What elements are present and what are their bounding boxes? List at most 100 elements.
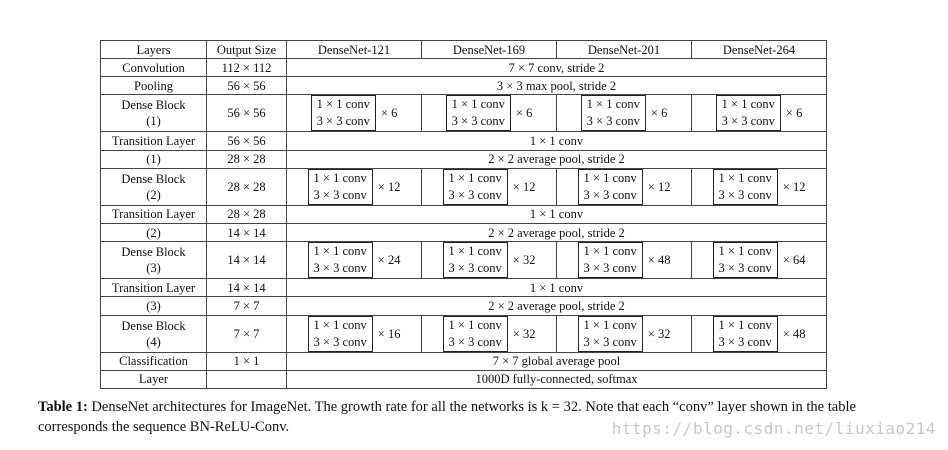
dense-block-config-cell: 1 × 1 conv 3 × 3 conv × 64 (691, 241, 827, 280)
dense-block-config-cell: 1 × 1 conv 3 × 3 conv × 6 (286, 94, 422, 133)
layer-name-cell: Transition Layer (100, 204, 207, 224)
conv-block: 1 × 1 conv 3 × 3 conv × 12 (442, 168, 535, 205)
conv-1x1-label: 1 × 1 conv (313, 317, 367, 332)
repeat-multiplier: × 24 (377, 253, 401, 268)
conv-block: 1 × 1 conv 3 × 3 conv × 12 (712, 168, 806, 205)
conv-block: 1 × 1 conv 3 × 3 conv × 6 (310, 95, 397, 132)
layer-name: Dense Block (121, 318, 186, 333)
conv-block: 1 × 1 conv 3 × 3 conv × 6 (580, 95, 668, 132)
conv-bracket: 1 × 1 conv 3 × 3 conv (307, 168, 373, 205)
layer-index: (2) (146, 187, 161, 202)
conv-1x1-label: 1 × 1 conv (721, 97, 775, 112)
conv-1x1-label: 1 × 1 conv (583, 244, 637, 259)
shared-config-cell: 1 × 1 conv (286, 131, 827, 151)
dense-block-config-cell: 1 × 1 conv 3 × 3 conv × 48 (556, 241, 692, 280)
repeat-multiplier: × 16 (377, 326, 401, 341)
conv-1x1-label: 1 × 1 conv (718, 244, 772, 259)
conv-bracket: 1 × 1 conv 3 × 3 conv (442, 315, 508, 352)
dense-block-config-cell: 1 × 1 conv 3 × 3 conv × 12 (421, 167, 557, 206)
repeat-multiplier: × 6 (650, 106, 668, 121)
conv-3x3-label: 3 × 3 conv (583, 187, 637, 202)
output-size-cell: 112 × 112 (206, 57, 287, 78)
conv-bracket: 1 × 1 conv 3 × 3 conv (715, 95, 781, 132)
conv-block: 1 × 1 conv 3 × 3 conv × 32 (442, 315, 535, 352)
conv-bracket: 1 × 1 conv 3 × 3 conv (310, 95, 376, 132)
table-header-row: Layers Output Size DenseNet-121 DenseNet… (100, 40, 827, 59)
conv-block: 1 × 1 conv 3 × 3 conv × 32 (577, 315, 670, 352)
table-caption: Table 1: DenseNet architectures for Imag… (38, 397, 918, 437)
shared-config-cell: 2 × 2 average pool, stride 2 (286, 222, 827, 243)
conv-bracket: 1 × 1 conv 3 × 3 conv (442, 242, 508, 279)
conv-block: 1 × 1 conv 3 × 3 conv × 48 (577, 242, 670, 279)
header-densenet-169: DenseNet-169 (421, 40, 557, 59)
output-size-cell: 14 × 14 (206, 278, 287, 298)
shared-config-cell: 1 × 1 conv (286, 204, 827, 224)
shared-config-cell: 7 × 7 global average pool (286, 351, 827, 371)
conv-3x3-label: 3 × 3 conv (721, 114, 775, 129)
dense-block-config-cell: 1 × 1 conv 3 × 3 conv × 12 (556, 167, 692, 206)
table-row: Layer 1000D fully-connected, softmax (100, 369, 827, 389)
conv-3x3-label: 3 × 3 conv (586, 114, 640, 129)
caption-label: Table 1: (38, 399, 88, 415)
conv-block: 1 × 1 conv 3 × 3 conv × 64 (712, 242, 805, 279)
layer-index-cell: (1) (100, 149, 207, 169)
output-size-cell: 7 × 7 (206, 314, 287, 353)
shared-config-cell: 2 × 2 average pool, stride 2 (286, 149, 827, 169)
conv-1x1-label: 1 × 1 conv (448, 317, 502, 332)
conv-3x3-label: 3 × 3 conv (718, 187, 772, 202)
table-row: Dense Block (3) 14 × 14 1 × 1 conv 3 × 3 con… (100, 241, 827, 280)
table-row: Dense Block (2) 28 × 28 1 × 1 conv 3 × 3 con… (100, 167, 827, 206)
conv-1x1-label: 1 × 1 conv (583, 170, 637, 185)
layer-name-cell: Pooling (100, 76, 207, 96)
layer-name: Dense Block (121, 245, 186, 260)
conv-block: 1 × 1 conv 3 × 3 conv × 16 (307, 315, 401, 352)
conv-1x1-label: 1 × 1 conv (448, 170, 502, 185)
conv-1x1-label: 1 × 1 conv (313, 244, 367, 259)
repeat-multiplier: × 32 (512, 253, 536, 268)
layer-index: (3) (146, 261, 161, 276)
conv-1x1-label: 1 × 1 conv (313, 170, 367, 185)
header-output-size: Output Size (206, 40, 287, 59)
conv-1x1-label: 1 × 1 conv (316, 97, 370, 112)
conv-1x1-label: 1 × 1 conv (583, 317, 637, 332)
layer-index-cell: (2) (100, 222, 207, 243)
output-size-cell: 28 × 28 (206, 167, 287, 206)
layer-index: (1) (146, 114, 161, 129)
dense-block-config-cell: 1 × 1 conv 3 × 3 conv × 6 (421, 94, 557, 133)
repeat-multiplier: × 12 (782, 179, 806, 194)
conv-block: 1 × 1 conv 3 × 3 conv × 6 (445, 95, 532, 132)
dense-block-config-cell: 1 × 1 conv 3 × 3 conv × 16 (286, 314, 422, 353)
conv-block: 1 × 1 conv 3 × 3 conv × 48 (712, 315, 806, 352)
conv-bracket: 1 × 1 conv 3 × 3 conv (580, 95, 646, 132)
conv-3x3-label: 3 × 3 conv (313, 187, 367, 202)
repeat-multiplier: × 6 (785, 106, 803, 121)
conv-block: 1 × 1 conv 3 × 3 conv × 12 (307, 168, 400, 205)
output-size-cell: 14 × 14 (206, 222, 287, 243)
output-size-cell: 1 × 1 (206, 351, 287, 371)
layer-name-cell: Dense Block (4) (100, 314, 207, 353)
table-row: Transition Layer 28 × 28 1 × 1 conv (100, 204, 827, 224)
layer-name: Dense Block (121, 98, 186, 113)
dense-block-config-cell: 1 × 1 conv 3 × 3 conv × 32 (556, 314, 692, 353)
conv-bracket: 1 × 1 conv 3 × 3 conv (577, 242, 643, 279)
conv-1x1-label: 1 × 1 conv (718, 317, 772, 332)
conv-3x3-label: 3 × 3 conv (313, 334, 367, 349)
table-row: Pooling 56 × 56 3 × 3 max pool, stride 2 (100, 76, 827, 96)
table-row: Transition Layer 56 × 56 1 × 1 conv (100, 131, 827, 151)
repeat-multiplier: × 48 (782, 326, 806, 341)
conv-1x1-label: 1 × 1 conv (448, 244, 502, 259)
shared-config-cell: 3 × 3 max pool, stride 2 (286, 76, 827, 96)
layer-name: Dense Block (121, 171, 186, 186)
conv-bracket: 1 × 1 conv 3 × 3 conv (712, 168, 778, 205)
dense-block-config-cell: 1 × 1 conv 3 × 3 conv × 24 (286, 241, 422, 280)
shared-config-cell: 2 × 2 average pool, stride 2 (286, 296, 827, 316)
conv-3x3-label: 3 × 3 conv (451, 114, 505, 129)
conv-1x1-label: 1 × 1 conv (586, 97, 640, 112)
conv-bracket: 1 × 1 conv 3 × 3 conv (577, 315, 643, 352)
output-size-cell: 14 × 14 (206, 241, 287, 280)
layer-name-cell: Dense Block (1) (100, 94, 207, 133)
conv-3x3-label: 3 × 3 conv (718, 334, 772, 349)
output-size-cell: 28 × 28 (206, 204, 287, 224)
table-row: (1) 28 × 28 2 × 2 average pool, stride 2 (100, 149, 827, 169)
dense-block-config-cell: 1 × 1 conv 3 × 3 conv × 12 (286, 167, 422, 206)
